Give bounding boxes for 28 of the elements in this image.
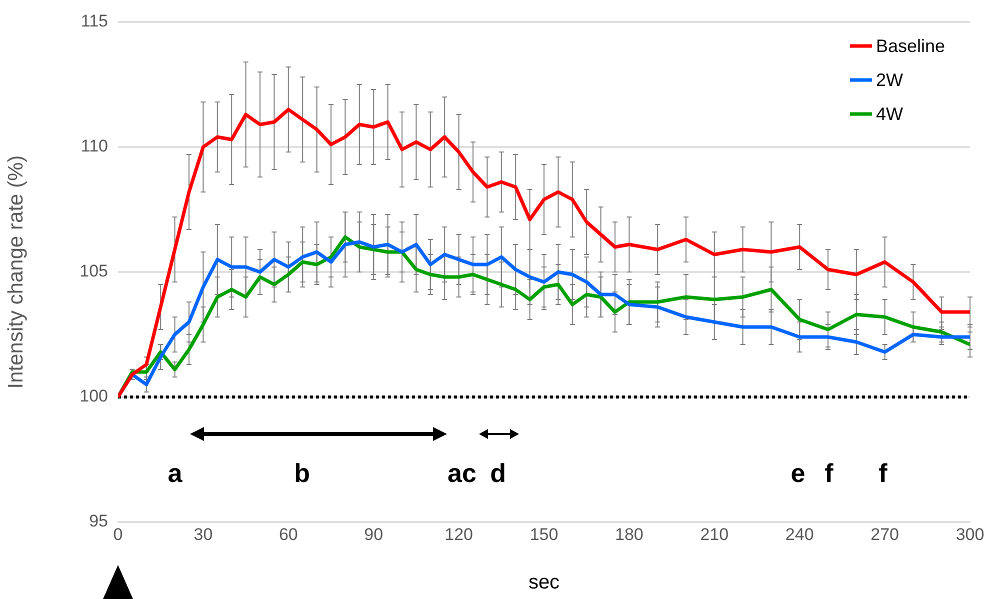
legend-label: Baseline xyxy=(876,36,946,56)
y-tick-label: 100 xyxy=(80,386,108,406)
x-tick-label: 210 xyxy=(700,524,729,544)
annotation: f xyxy=(878,458,888,488)
annotation: f xyxy=(824,458,834,488)
annotation: a xyxy=(168,458,183,488)
x-tick-label: 270 xyxy=(870,524,899,544)
x-tick-label: 0 xyxy=(113,524,123,544)
legend-label: 4W xyxy=(876,104,904,124)
x-tick-label: 30 xyxy=(194,524,213,544)
x-tick-label: 300 xyxy=(956,524,984,544)
y-tick-label: 115 xyxy=(80,12,108,31)
x-tick-label: 90 xyxy=(364,524,384,544)
y-tick-label: 110 xyxy=(80,136,108,156)
x-tick-label: 60 xyxy=(278,524,298,544)
annotation: ac xyxy=(448,458,476,488)
legend-label: 2W xyxy=(876,70,904,90)
x-axis-title: sec xyxy=(528,572,560,594)
y-tick-label: 95 xyxy=(89,512,108,531)
x-tick-label: 240 xyxy=(785,524,814,544)
annotation: d xyxy=(490,458,506,488)
x-tick-label: 120 xyxy=(444,524,473,544)
x-tick-label: 180 xyxy=(615,524,644,544)
y-axis-title: Intensity change rate (%) xyxy=(4,155,28,389)
annotation: b xyxy=(294,458,310,488)
annotation: e xyxy=(790,458,806,488)
x-tick-label: 150 xyxy=(530,524,558,544)
y-tick-label: 105 xyxy=(80,262,108,281)
